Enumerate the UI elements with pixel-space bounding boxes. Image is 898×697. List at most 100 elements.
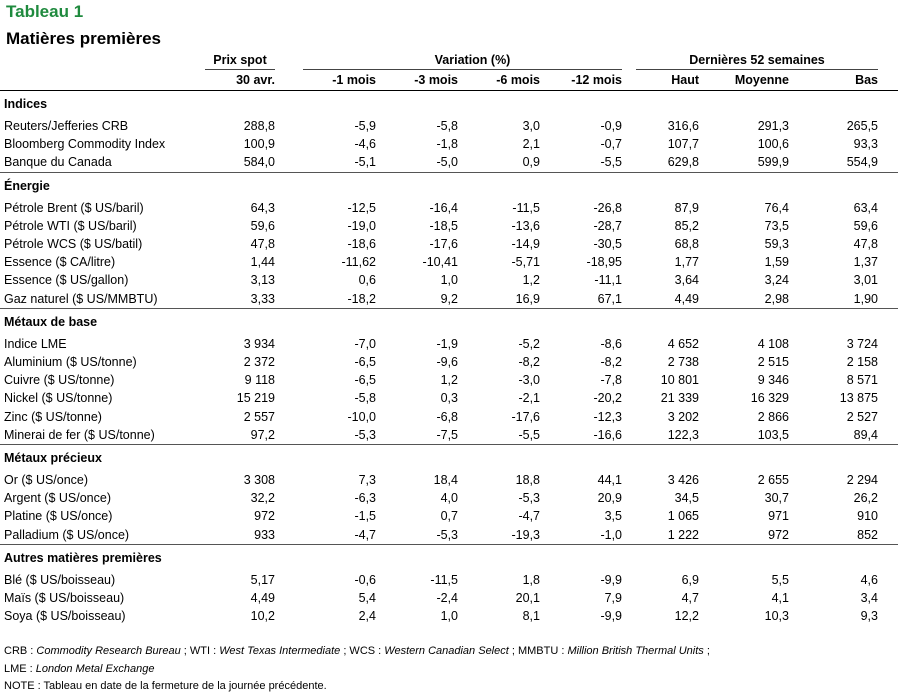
row-value: 3,24: [764, 273, 789, 288]
col-header: -1 mois: [303, 69, 376, 91]
row-value: 2 294: [846, 473, 878, 488]
row-value: 910: [857, 509, 878, 524]
row-value: 122,3: [636, 425, 699, 446]
row-value: 265,5: [846, 119, 878, 133]
table-row: Aluminium ($ US/tonne) 2 372 -6,5 -9,6 -8,2 -…: [0, 353, 898, 371]
row-value: 47,8: [853, 237, 878, 252]
row-label: Zinc ($ US/tonne): [4, 409, 102, 424]
row-value: 34,5: [674, 491, 699, 506]
row-value: -8,6: [600, 336, 622, 351]
row-value: 3,0: [522, 119, 540, 133]
row-value: 1,2: [522, 273, 540, 288]
row-label: Minerai de fer ($ US/tonne): [0, 425, 205, 446]
footnote-term: London Metal Exchange: [35, 662, 155, 675]
row-value: -5,71: [511, 255, 541, 270]
table-row: Or ($ US/once) 3 308 7,3 18,4 18,8 44,1 3 426 2…: [0, 471, 898, 489]
row-value: -11,62: [341, 255, 376, 270]
row-value: -16,4: [429, 200, 459, 215]
row-value: 3,4: [860, 591, 878, 606]
row-value: 87,9: [674, 200, 699, 215]
row-value: 16,9: [458, 289, 540, 309]
row-label: Pétrole WCS ($ US/batil): [4, 237, 143, 252]
row-label: Pétrole Brent ($ US/baril): [4, 200, 144, 215]
row-value: -14,9: [511, 237, 541, 252]
section-header-row: Autres matières premières: [0, 544, 898, 571]
row-value: 85,2: [674, 218, 699, 233]
row-value: 2 372: [243, 355, 275, 370]
row-value: 6,9: [681, 572, 699, 587]
row-value: -18,5: [429, 218, 459, 233]
col-header: Moyenne: [699, 69, 789, 91]
row-value: -28,7: [593, 218, 623, 233]
row-value: -26,8: [593, 200, 623, 215]
row-value: -18,2: [303, 289, 376, 309]
row-value: 68,8: [674, 237, 699, 252]
row-value: 0,6: [358, 273, 376, 288]
row-value: 3 934: [243, 336, 275, 351]
row-value: -6,3: [354, 491, 376, 506]
row-value: 12,2: [674, 609, 699, 624]
row-value: -5,5: [458, 425, 540, 446]
row-value: -5,1: [303, 153, 376, 173]
section-title: Énergie: [4, 178, 50, 193]
row-label: Gaz naturel ($ US/MMBTU): [0, 289, 205, 309]
footnote-abbr: ; WCS :: [340, 645, 385, 657]
table-row: Essence ($ US/gallon) 3,13 0,6 1,0 1,2 -11,1 3…: [0, 271, 898, 289]
footnote-term: Commodity Research Bureau: [36, 645, 181, 657]
row-value: 4,49: [250, 591, 275, 606]
row-value: -19,3: [458, 525, 540, 545]
row-value: -17,6: [511, 409, 541, 424]
col-header: -12 mois: [540, 69, 622, 91]
table-row: Maïs ($ US/boisseau) 4,49 5,4 -2,4 20,1 7,9 4,…: [0, 589, 898, 607]
footnote-note: NOTE : Tableau en date de la fermeture d…: [4, 680, 327, 692]
row-value: -10,41: [422, 255, 458, 270]
row-value: 64,3: [250, 200, 275, 215]
row-value: 852: [789, 525, 878, 545]
row-value: 2 655: [757, 473, 789, 488]
footnotes: CRB : Commodity Research Bureau ; WTI : …: [4, 643, 710, 696]
row-value: 10,3: [764, 609, 789, 624]
table-row: Minerai de fer ($ US/tonne) 97,2 -5,3 -7,5-…: [0, 425, 898, 446]
table-row: Pétrole Brent ($ US/baril) 64,3 -12,5 -16,4…: [0, 199, 898, 217]
section-title: Indices: [4, 97, 48, 111]
row-value: -9,6: [436, 355, 458, 370]
row-value: 4,1: [771, 591, 789, 606]
row-value: 0,3: [440, 391, 458, 406]
row-value: 7,3: [358, 473, 376, 488]
row-value: 3 202: [667, 409, 699, 424]
row-value: -18,95: [586, 255, 622, 270]
row-value: -1,9: [436, 336, 458, 351]
table-row: Bloomberg Commodity Index 100,9 -4,6 -1,8 2,…: [0, 135, 898, 153]
row-value: -16,6: [540, 425, 622, 446]
table-row: Zinc ($ US/tonne) 2 557 -10,0 -6,8 -17,6 -12,…: [0, 408, 898, 426]
row-value: 3,5: [604, 509, 622, 524]
row-value: -10,0: [347, 409, 377, 424]
row-value: 18,8: [515, 473, 540, 488]
row-label: Or ($ US/once): [4, 473, 89, 488]
section-header-row: Métaux de base: [0, 308, 898, 335]
row-value: 288,8: [243, 119, 275, 133]
row-value: -8,2: [518, 355, 540, 370]
table-row: Essence ($ CA/litre) 1,44 -11,62 -10,41 -5,7…: [0, 253, 898, 271]
row-value: 107,7: [667, 137, 699, 152]
row-label: Argent ($ US/once): [4, 491, 111, 506]
row-value: 972: [254, 509, 275, 524]
row-value: -5,5: [540, 153, 622, 173]
row-value: -4,7: [303, 525, 376, 545]
row-value: 26,2: [853, 491, 878, 506]
row-value: 1,44: [250, 255, 275, 270]
row-value: -2,4: [436, 591, 458, 606]
table-subtitle: Matières premières: [6, 29, 161, 48]
row-value: 316,6: [667, 119, 699, 133]
row-value: -11,5: [512, 200, 540, 215]
table-row: Pétrole WTI ($ US/baril) 59,6 -19,0 -18,5 -1…: [0, 217, 898, 235]
row-value: 3,33: [205, 289, 275, 309]
row-label: Essence ($ US/gallon): [4, 273, 129, 288]
row-value: -5,3: [376, 525, 458, 545]
row-value: 3 426: [667, 473, 699, 488]
row-value: -5,8: [436, 119, 458, 133]
header-columns-row: 30 avr. -1 mois -3 mois -6 mois -12 mois…: [0, 69, 898, 91]
row-label: Pétrole WTI ($ US/baril): [4, 218, 137, 233]
row-value: 2 557: [243, 409, 275, 424]
table-row: Palladium ($ US/once) 933 -4,7 -5,3 -19,3 -1,…: [0, 525, 898, 545]
